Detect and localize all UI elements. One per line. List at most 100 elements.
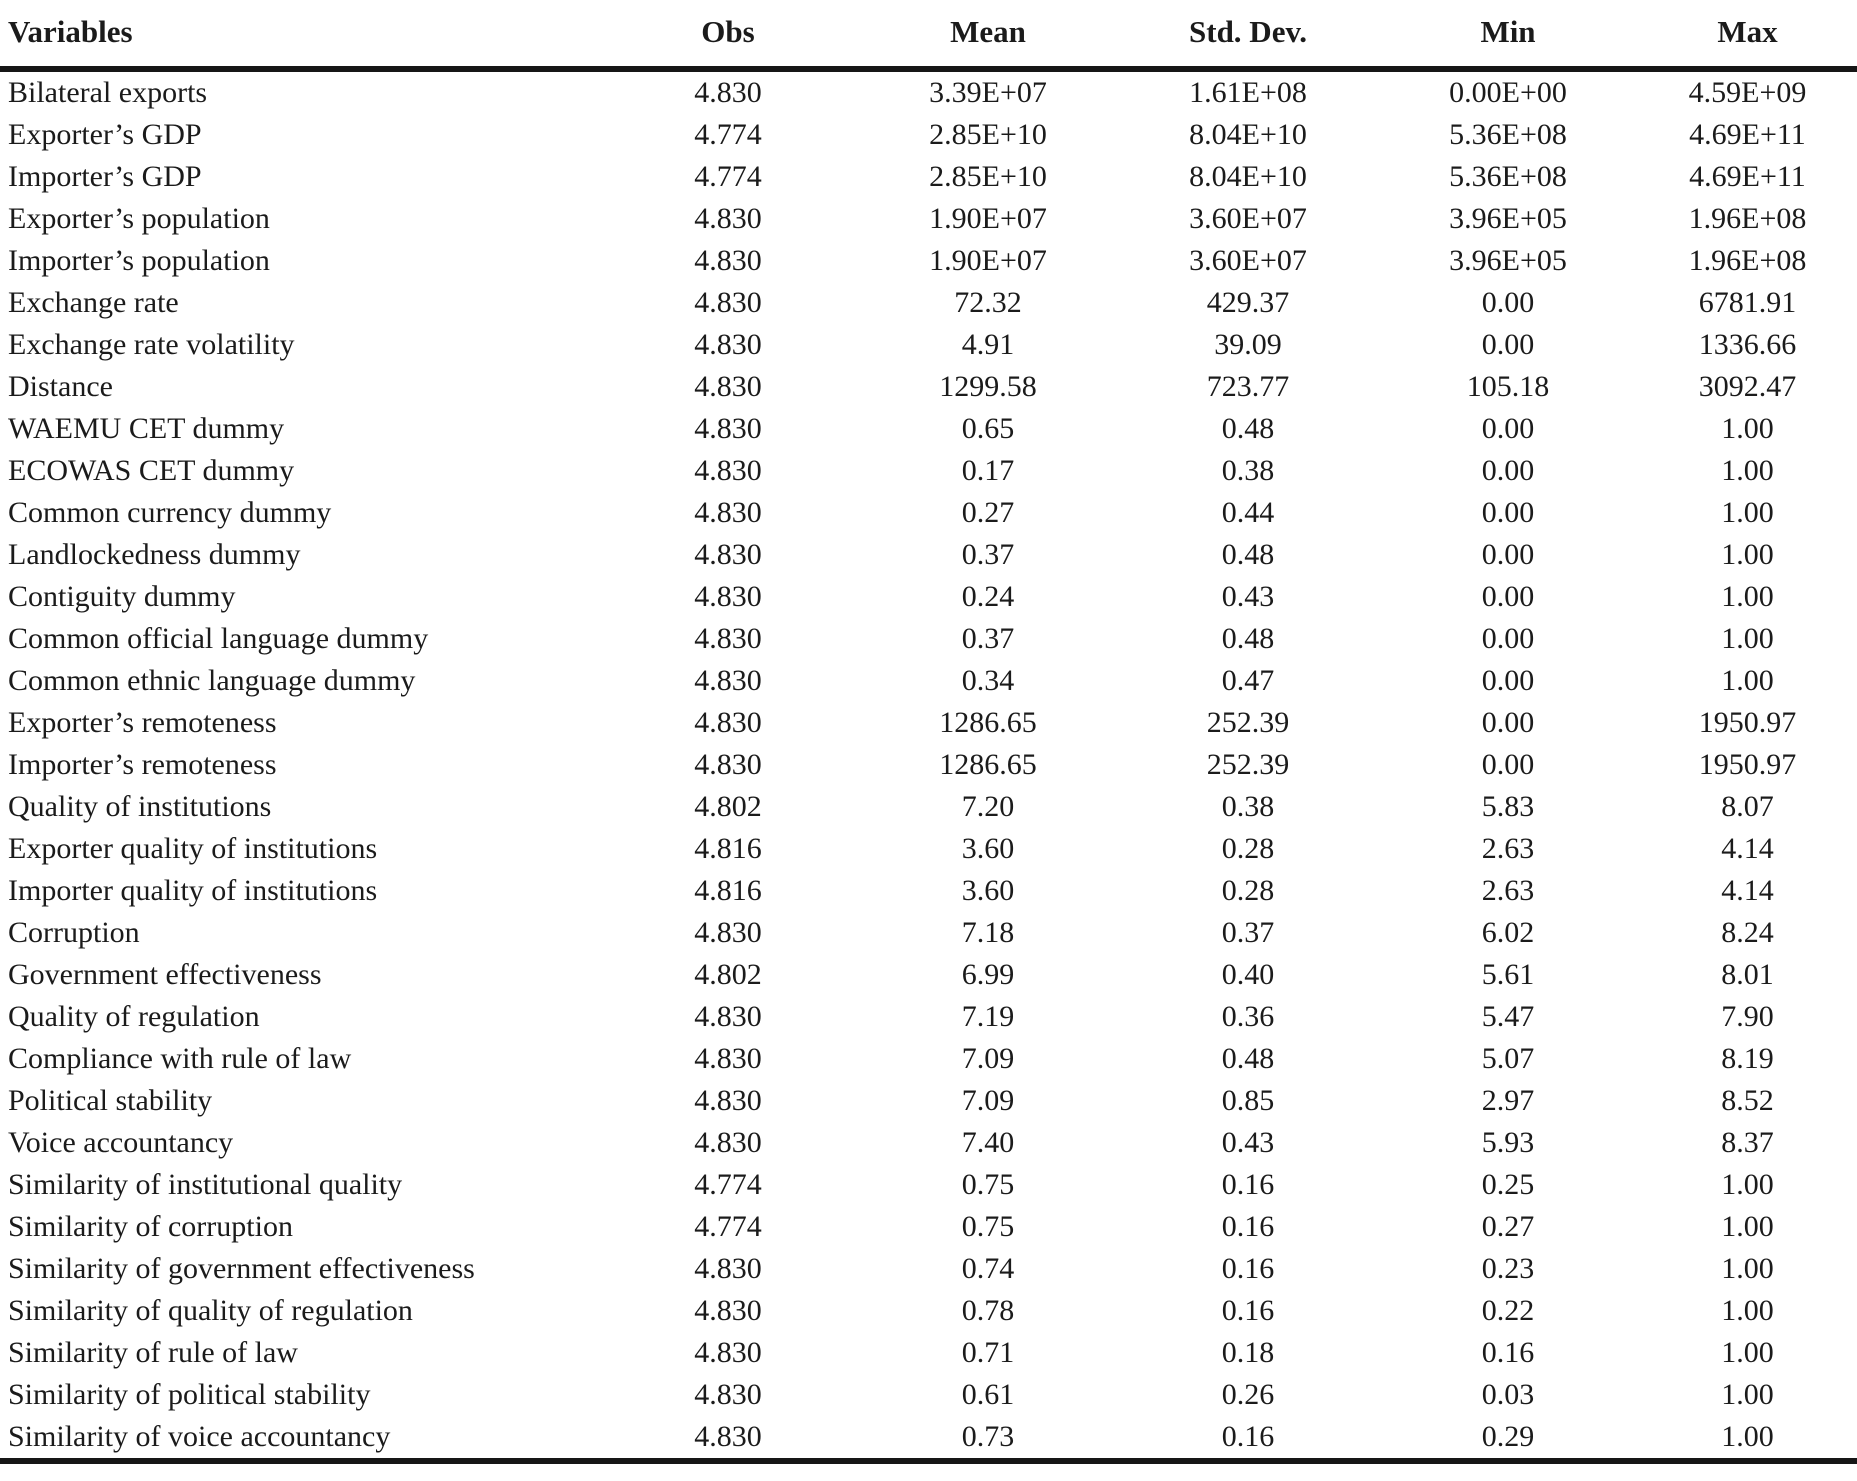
mean-cell: 0.74 <box>961 1252 1015 1285</box>
stddev-cell: 0.26 <box>1221 1378 1275 1411</box>
mean-cell: 7.20 <box>961 790 1015 823</box>
obs-cell: 4.830 <box>694 1420 762 1453</box>
max-cell: 1.00 <box>1721 1210 1774 1243</box>
min-cell: 5.83 <box>1481 790 1535 823</box>
obs-cell: 4.830 <box>694 1336 762 1369</box>
stddev-cell: 0.28 <box>1221 874 1275 907</box>
obs-cell: 4.830 <box>694 286 762 319</box>
variable-cell: Similarity of voice accountancy <box>8 1420 391 1453</box>
stddev-cell: 1.61E+08 <box>1189 76 1307 109</box>
table-row: Corruption 4.830 7.18 0.37 6.02 8.24 <box>0 912 1857 954</box>
obs-cell: 4.830 <box>694 580 762 613</box>
mean-cell: 7.18 <box>961 916 1015 949</box>
stddev-cell: 0.16 <box>1221 1210 1275 1243</box>
obs-cell: 4.830 <box>694 1084 762 1117</box>
stddev-cell: 0.48 <box>1221 538 1275 571</box>
mean-cell: 0.17 <box>961 454 1015 487</box>
stddev-cell: 0.48 <box>1221 1042 1275 1075</box>
min-cell: 0.25 <box>1481 1168 1535 1201</box>
min-cell: 0.00 <box>1481 496 1535 529</box>
min-cell: 0.22 <box>1481 1294 1535 1327</box>
obs-cell: 4.830 <box>694 622 762 655</box>
obs-cell: 4.830 <box>694 664 762 697</box>
variable-cell: Quality of regulation <box>8 1000 260 1033</box>
min-cell: 5.36E+08 <box>1449 118 1567 151</box>
min-cell: 0.00 <box>1481 286 1535 319</box>
table-row: Distance 4.830 1299.58 723.77 105.18 309… <box>0 366 1857 408</box>
table-row: Similarity of quality of regulation 4.83… <box>0 1290 1857 1332</box>
table-row: Exporter’s population 4.830 1.90E+07 3.6… <box>0 198 1857 240</box>
table-row: Quality of regulation 4.830 7.19 0.36 5.… <box>0 996 1857 1038</box>
obs-cell: 4.830 <box>694 76 762 109</box>
table-row: Government effectiveness 4.802 6.99 0.40… <box>0 954 1857 996</box>
variable-cell: Similarity of political stability <box>8 1378 371 1411</box>
variable-cell: Contiguity dummy <box>8 580 236 613</box>
table-row: Exchange rate 4.830 72.32 429.37 0.00 67… <box>0 282 1857 324</box>
table-row: Voice accountancy 4.830 7.40 0.43 5.93 8… <box>0 1122 1857 1164</box>
table-row: Compliance with rule of law 4.830 7.09 0… <box>0 1038 1857 1080</box>
stddev-cell: 0.16 <box>1221 1168 1275 1201</box>
mean-cell: 0.37 <box>961 622 1015 655</box>
min-cell: 5.36E+08 <box>1449 160 1567 193</box>
variable-cell: Distance <box>8 370 113 403</box>
column-header-max: Max <box>1638 0 1857 72</box>
obs-cell: 4.830 <box>694 370 762 403</box>
min-cell: 0.00E+00 <box>1449 76 1567 109</box>
max-cell: 1.00 <box>1721 622 1774 655</box>
variable-cell: Exporter quality of institutions <box>8 832 378 865</box>
max-cell: 4.69E+11 <box>1689 160 1806 193</box>
table-row: Quality of institutions 4.802 7.20 0.38 … <box>0 786 1857 828</box>
variable-cell: Common currency dummy <box>8 496 332 529</box>
stddev-cell: 8.04E+10 <box>1189 118 1307 151</box>
table-row: Similarity of voice accountancy 4.830 0.… <box>0 1416 1857 1461</box>
mean-cell: 0.61 <box>961 1378 1015 1411</box>
stddev-cell: 3.60E+07 <box>1189 202 1307 235</box>
max-cell: 6781.91 <box>1698 286 1797 319</box>
stddev-cell: 0.47 <box>1221 664 1275 697</box>
variable-cell: Political stability <box>8 1084 213 1117</box>
max-cell: 1.00 <box>1721 538 1774 571</box>
max-cell: 1.00 <box>1721 1378 1774 1411</box>
stddev-cell: 0.36 <box>1221 1000 1275 1033</box>
variable-cell: ECOWAS CET dummy <box>8 454 295 487</box>
stddev-cell: 0.48 <box>1221 622 1275 655</box>
obs-cell: 4.830 <box>694 1042 762 1075</box>
mean-cell: 0.78 <box>961 1294 1015 1327</box>
table-row: Similarity of institutional quality 4.77… <box>0 1164 1857 1206</box>
variable-cell: Similarity of government effectiveness <box>8 1252 475 1285</box>
variable-cell: Importer’s GDP <box>8 160 202 193</box>
column-header-std-dev: Std. Dev. <box>1118 0 1378 72</box>
variable-cell: Common ethnic language dummy <box>8 664 416 697</box>
table-row: WAEMU CET dummy 4.830 0.65 0.48 0.00 1.0… <box>0 408 1857 450</box>
variable-cell: Similarity of institutional quality <box>8 1168 403 1201</box>
min-cell: 0.16 <box>1481 1336 1535 1369</box>
max-cell: 8.19 <box>1721 1042 1774 1075</box>
table-row: Importer’s population 4.830 1.90E+07 3.6… <box>0 240 1857 282</box>
min-cell: 0.00 <box>1481 454 1535 487</box>
mean-cell: 7.40 <box>961 1126 1015 1159</box>
mean-cell: 7.19 <box>961 1000 1015 1033</box>
table-row: Common currency dummy 4.830 0.27 0.44 0.… <box>0 492 1857 534</box>
stddev-cell: 0.37 <box>1221 916 1275 949</box>
mean-cell: 1286.65 <box>939 748 1037 781</box>
max-cell: 8.01 <box>1721 958 1774 991</box>
min-cell: 5.07 <box>1481 1042 1535 1075</box>
obs-cell: 4.816 <box>694 874 762 907</box>
max-cell: 3092.47 <box>1698 370 1797 403</box>
table-row: Similarity of political stability 4.830 … <box>0 1374 1857 1416</box>
min-cell: 0.00 <box>1481 706 1535 739</box>
stddev-cell: 0.16 <box>1221 1294 1275 1327</box>
min-cell: 3.96E+05 <box>1449 244 1567 277</box>
stddev-cell: 0.16 <box>1221 1420 1275 1453</box>
max-cell: 8.24 <box>1721 916 1774 949</box>
obs-cell: 4.802 <box>694 958 762 991</box>
max-cell: 7.90 <box>1721 1000 1774 1033</box>
max-cell: 1.00 <box>1721 1252 1774 1285</box>
obs-cell: 4.774 <box>694 1210 762 1243</box>
obs-cell: 4.830 <box>694 1378 762 1411</box>
mean-cell: 0.71 <box>961 1336 1015 1369</box>
min-cell: 5.61 <box>1481 958 1535 991</box>
min-cell: 0.29 <box>1481 1420 1535 1453</box>
variable-cell: Bilateral exports <box>8 76 208 109</box>
max-cell: 1.00 <box>1721 454 1774 487</box>
